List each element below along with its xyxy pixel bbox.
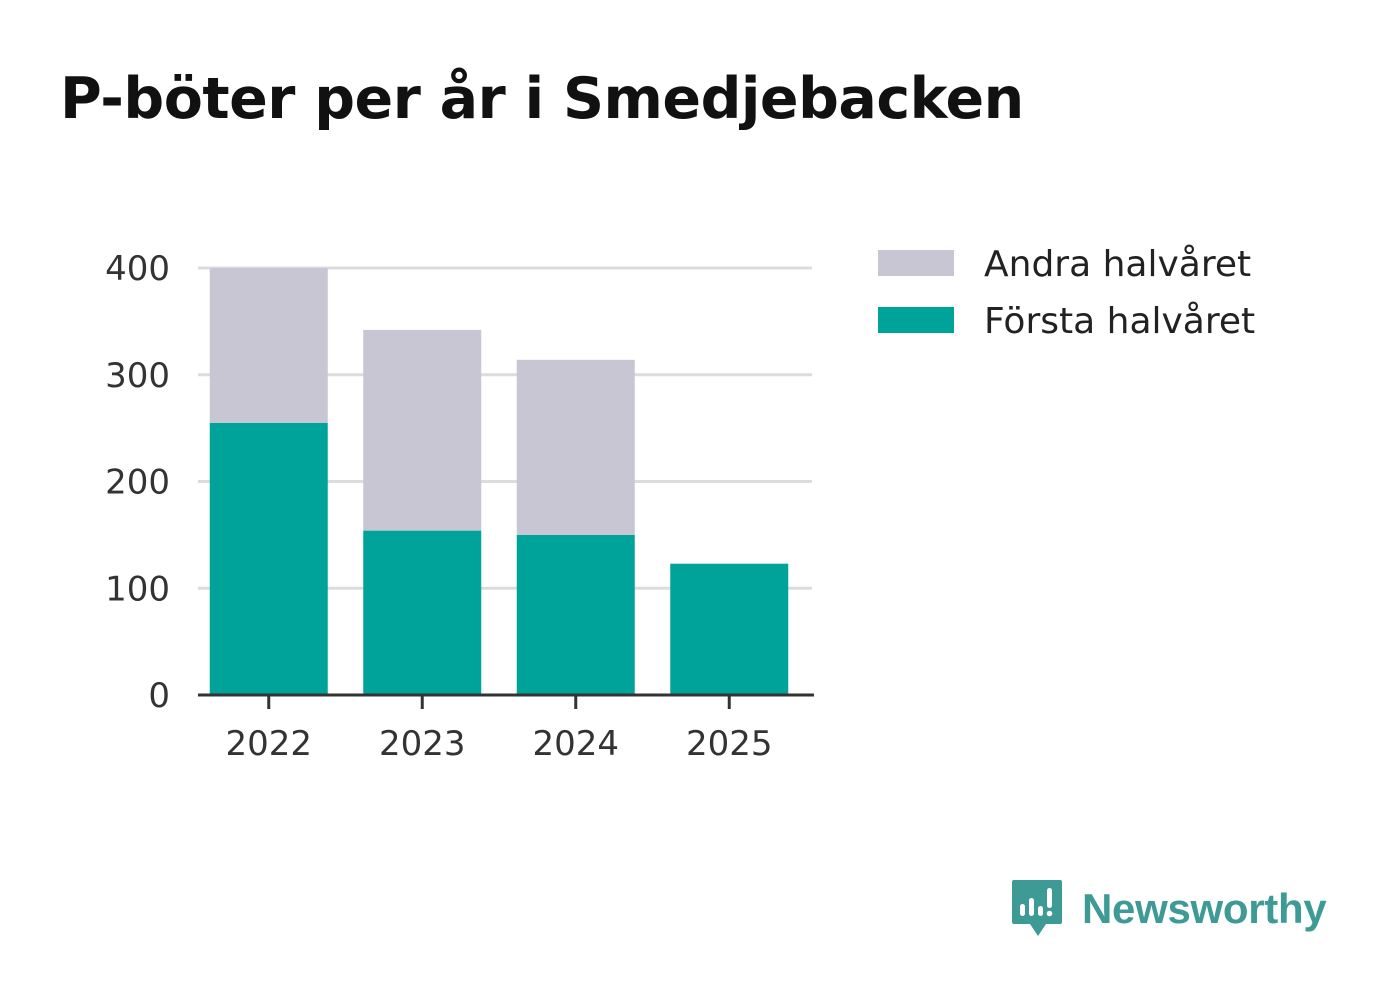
y-tick-label: 200: [105, 463, 170, 503]
legend: Andra halvåret Första halvåret: [878, 244, 1255, 342]
brand-name: Newsworthy: [1082, 885, 1327, 932]
newsworthy-logo-icon: [1012, 880, 1062, 936]
chart-title: P-böter per år i Smedjebacken: [60, 66, 1024, 132]
bar-forsta-halvaret-2025: [670, 563, 789, 695]
x-tick-label: 2022: [225, 724, 312, 764]
legend-swatch-andra-halvaret: [878, 250, 954, 276]
y-tick-label: 400: [105, 249, 170, 289]
bar-forsta-halvaret-2024: [516, 534, 635, 695]
legend-swatch-forsta-halvaret: [878, 307, 954, 333]
y-tick-label: 100: [105, 569, 170, 609]
y-tick-label: 300: [105, 356, 170, 396]
bar-forsta-halvaret-2022: [209, 422, 328, 695]
bars: [209, 268, 789, 695]
x-tick-label: 2025: [686, 724, 773, 764]
brand-logo: Newsworthy: [1010, 878, 1327, 940]
bar-andra-halvaret-2024: [516, 359, 635, 535]
x-tick-label: 2023: [379, 724, 466, 764]
y-tick-label: 0: [148, 676, 170, 716]
bar-forsta-halvaret-2023: [363, 530, 482, 695]
bar-andra-halvaret-2023: [363, 329, 482, 531]
bar-andra-halvaret-2022: [209, 268, 328, 423]
legend-label-forsta-halvaret: Första halvåret: [984, 301, 1255, 342]
legend-label-andra-halvaret: Andra halvåret: [984, 244, 1251, 285]
x-tick-label: 2024: [532, 724, 619, 764]
axes: 0 100 200 300 400 2022 2023 2024 2025: [105, 249, 814, 764]
